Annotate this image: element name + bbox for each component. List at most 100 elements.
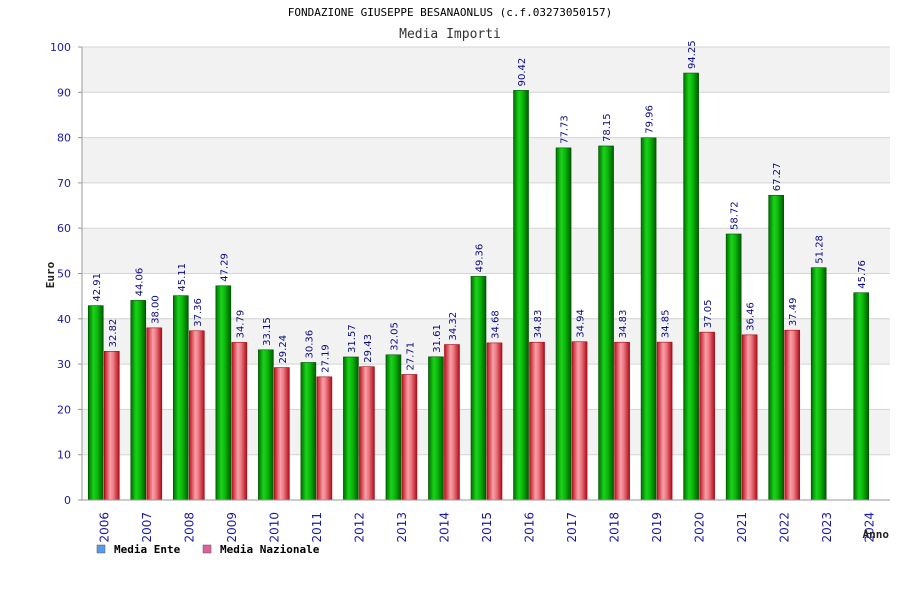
y-tick-label: 90 <box>57 86 71 99</box>
chart-subtitle: Media Importi <box>399 27 501 42</box>
bar-media-nazionale-2008 <box>189 330 205 501</box>
x-tick-label-2012: 2012 <box>352 512 366 543</box>
y-tick-label: 0 <box>64 494 71 507</box>
value-label-media-ente-2014: 31.61 <box>432 324 443 353</box>
y-tick-label: 100 <box>50 41 71 54</box>
x-tick-label-2019: 2019 <box>650 512 664 543</box>
y-tick-label: 20 <box>57 403 71 416</box>
value-label-media-nazionale-2012: 29.43 <box>363 334 374 363</box>
bar-media-ente-2013 <box>385 354 402 501</box>
x-tick-label-2011: 2011 <box>310 512 324 543</box>
y-axis-ticks: 0 10 20 30 40 50 60 70 80 90 100 <box>50 41 82 507</box>
bar-media-ente-2020 <box>683 72 699 501</box>
value-label-media-nazionale-2010: 29.24 <box>278 335 289 364</box>
bar-media-nazionale-2007 <box>146 327 163 501</box>
x-tick-label-2009: 2009 <box>225 512 239 543</box>
bar-media-ente-2010 <box>258 349 274 501</box>
value-label-media-ente-2013: 32.05 <box>389 322 400 351</box>
bar-media-ente-2014 <box>428 356 444 501</box>
value-label-media-nazionale-2017: 34.94 <box>576 309 587 338</box>
bar-media-ente-2024 <box>853 292 870 501</box>
value-label-media-nazionale-2018: 34.83 <box>618 310 629 339</box>
bar-media-nazionale-2010 <box>274 367 290 501</box>
legend-swatch-media-nazionale <box>202 544 212 554</box>
bar-media-nazionale-2019 <box>656 341 673 501</box>
value-label-media-ente-2006: 42.91 <box>92 273 103 302</box>
bar-media-ente-2006 <box>87 305 104 501</box>
grid-band <box>82 137 890 183</box>
bar-media-ente-2007 <box>130 300 147 501</box>
bars-group <box>87 72 870 501</box>
bar-media-ente-2023 <box>810 267 827 501</box>
y-tick-label: 80 <box>57 132 71 145</box>
y-axis-label: Euro <box>44 261 57 288</box>
bar-media-ente-2008 <box>173 295 189 501</box>
bar-media-ente-2018 <box>598 145 614 501</box>
y-tick-label: 70 <box>57 177 71 190</box>
value-label-media-nazionale-2008: 37.36 <box>193 298 204 327</box>
value-label-media-nazionale-2006: 32.82 <box>108 319 119 348</box>
bar-media-ente-2009 <box>215 285 232 501</box>
bar-media-nazionale-2018 <box>614 341 630 501</box>
y-tick-label: 30 <box>57 358 71 371</box>
value-label-media-ente-2017: 77.73 <box>560 115 571 144</box>
value-label-media-nazionale-2011: 27.19 <box>320 344 331 373</box>
value-label-media-ente-2008: 45.11 <box>177 263 188 292</box>
bar-media-nazionale-2016 <box>529 341 545 501</box>
bar-media-nazionale-2022 <box>784 329 800 501</box>
value-label-media-ente-2011: 30.36 <box>304 330 315 359</box>
value-label-media-ente-2012: 31.57 <box>347 324 358 353</box>
value-label-media-ente-2021: 58.72 <box>730 201 741 230</box>
x-tick-label-2016: 2016 <box>523 512 537 543</box>
value-label-media-nazionale-2022: 37.49 <box>788 298 799 327</box>
value-label-media-nazionale-2021: 36.46 <box>746 302 757 331</box>
x-tick-label-2022: 2022 <box>778 512 792 543</box>
x-tick-label-2018: 2018 <box>608 512 622 543</box>
value-label-media-ente-2023: 51.28 <box>815 235 826 264</box>
value-label-media-ente-2009: 47.29 <box>219 253 230 282</box>
value-label-media-nazionale-2014: 34.32 <box>448 312 459 341</box>
grid-band <box>82 228 890 274</box>
bar-media-ente-2022 <box>768 194 784 501</box>
x-tick-label-2020: 2020 <box>693 512 707 543</box>
bar-media-nazionale-2006 <box>103 351 120 501</box>
legend-swatch-media-ente <box>96 544 106 554</box>
x-tick-label-2010: 2010 <box>267 512 281 543</box>
x-tick-label-2015: 2015 <box>480 512 494 543</box>
value-label-media-ente-2019: 79.96 <box>645 105 656 134</box>
bar-media-nazionale-2013 <box>401 374 418 501</box>
value-label-media-ente-2020: 94.25 <box>687 40 698 69</box>
legend: Media Ente Media Nazionale <box>96 543 320 556</box>
legend-label-media-ente: Media Ente <box>114 543 181 556</box>
x-axis-ticks: 2006 2007 2008 2009 2010 2011 2012 2013 2014 2015… <box>97 512 876 543</box>
legend-label-media-nazionale: Media Nazionale <box>220 543 320 556</box>
value-labels: 42.91 32.82 44.06 38.00 45.11 37.36 47.29 34.79… <box>92 40 868 372</box>
x-axis-label: Anno <box>863 528 890 541</box>
value-label-media-ente-2007: 44.06 <box>134 268 145 297</box>
value-label-media-nazionale-2007: 38.00 <box>150 295 161 324</box>
x-tick-label-2017: 2017 <box>565 512 579 543</box>
x-tick-label-2014: 2014 <box>437 512 451 543</box>
bar-media-nazionale-2020 <box>699 331 715 501</box>
bar-media-nazionale-2021 <box>741 334 758 501</box>
bar-media-ente-2021 <box>725 233 742 501</box>
x-tick-label-2007: 2007 <box>140 512 154 543</box>
bar-media-ente-2016 <box>513 90 529 501</box>
value-label-media-ente-2022: 67.27 <box>772 163 783 192</box>
value-label-media-nazionale-2020: 37.05 <box>703 300 714 329</box>
bar-media-nazionale-2012 <box>359 366 375 501</box>
value-label-media-ente-2016: 90.42 <box>517 58 528 87</box>
bar-media-nazionale-2011 <box>316 376 333 501</box>
y-tick-label: 10 <box>57 449 71 462</box>
value-label-media-nazionale-2013: 27.71 <box>405 342 416 371</box>
x-tick-label-2013: 2013 <box>395 512 409 543</box>
bar-media-ente-2015 <box>470 276 487 501</box>
bar-media-ente-2017 <box>555 147 572 501</box>
value-label-media-nazionale-2019: 34.85 <box>661 309 672 338</box>
bar-media-nazionale-2014 <box>444 344 460 501</box>
bar-media-nazionale-2017 <box>571 341 588 501</box>
value-label-media-ente-2024: 45.76 <box>857 260 868 289</box>
x-tick-label-2023: 2023 <box>820 512 834 543</box>
bar-media-nazionale-2009 <box>231 342 248 501</box>
